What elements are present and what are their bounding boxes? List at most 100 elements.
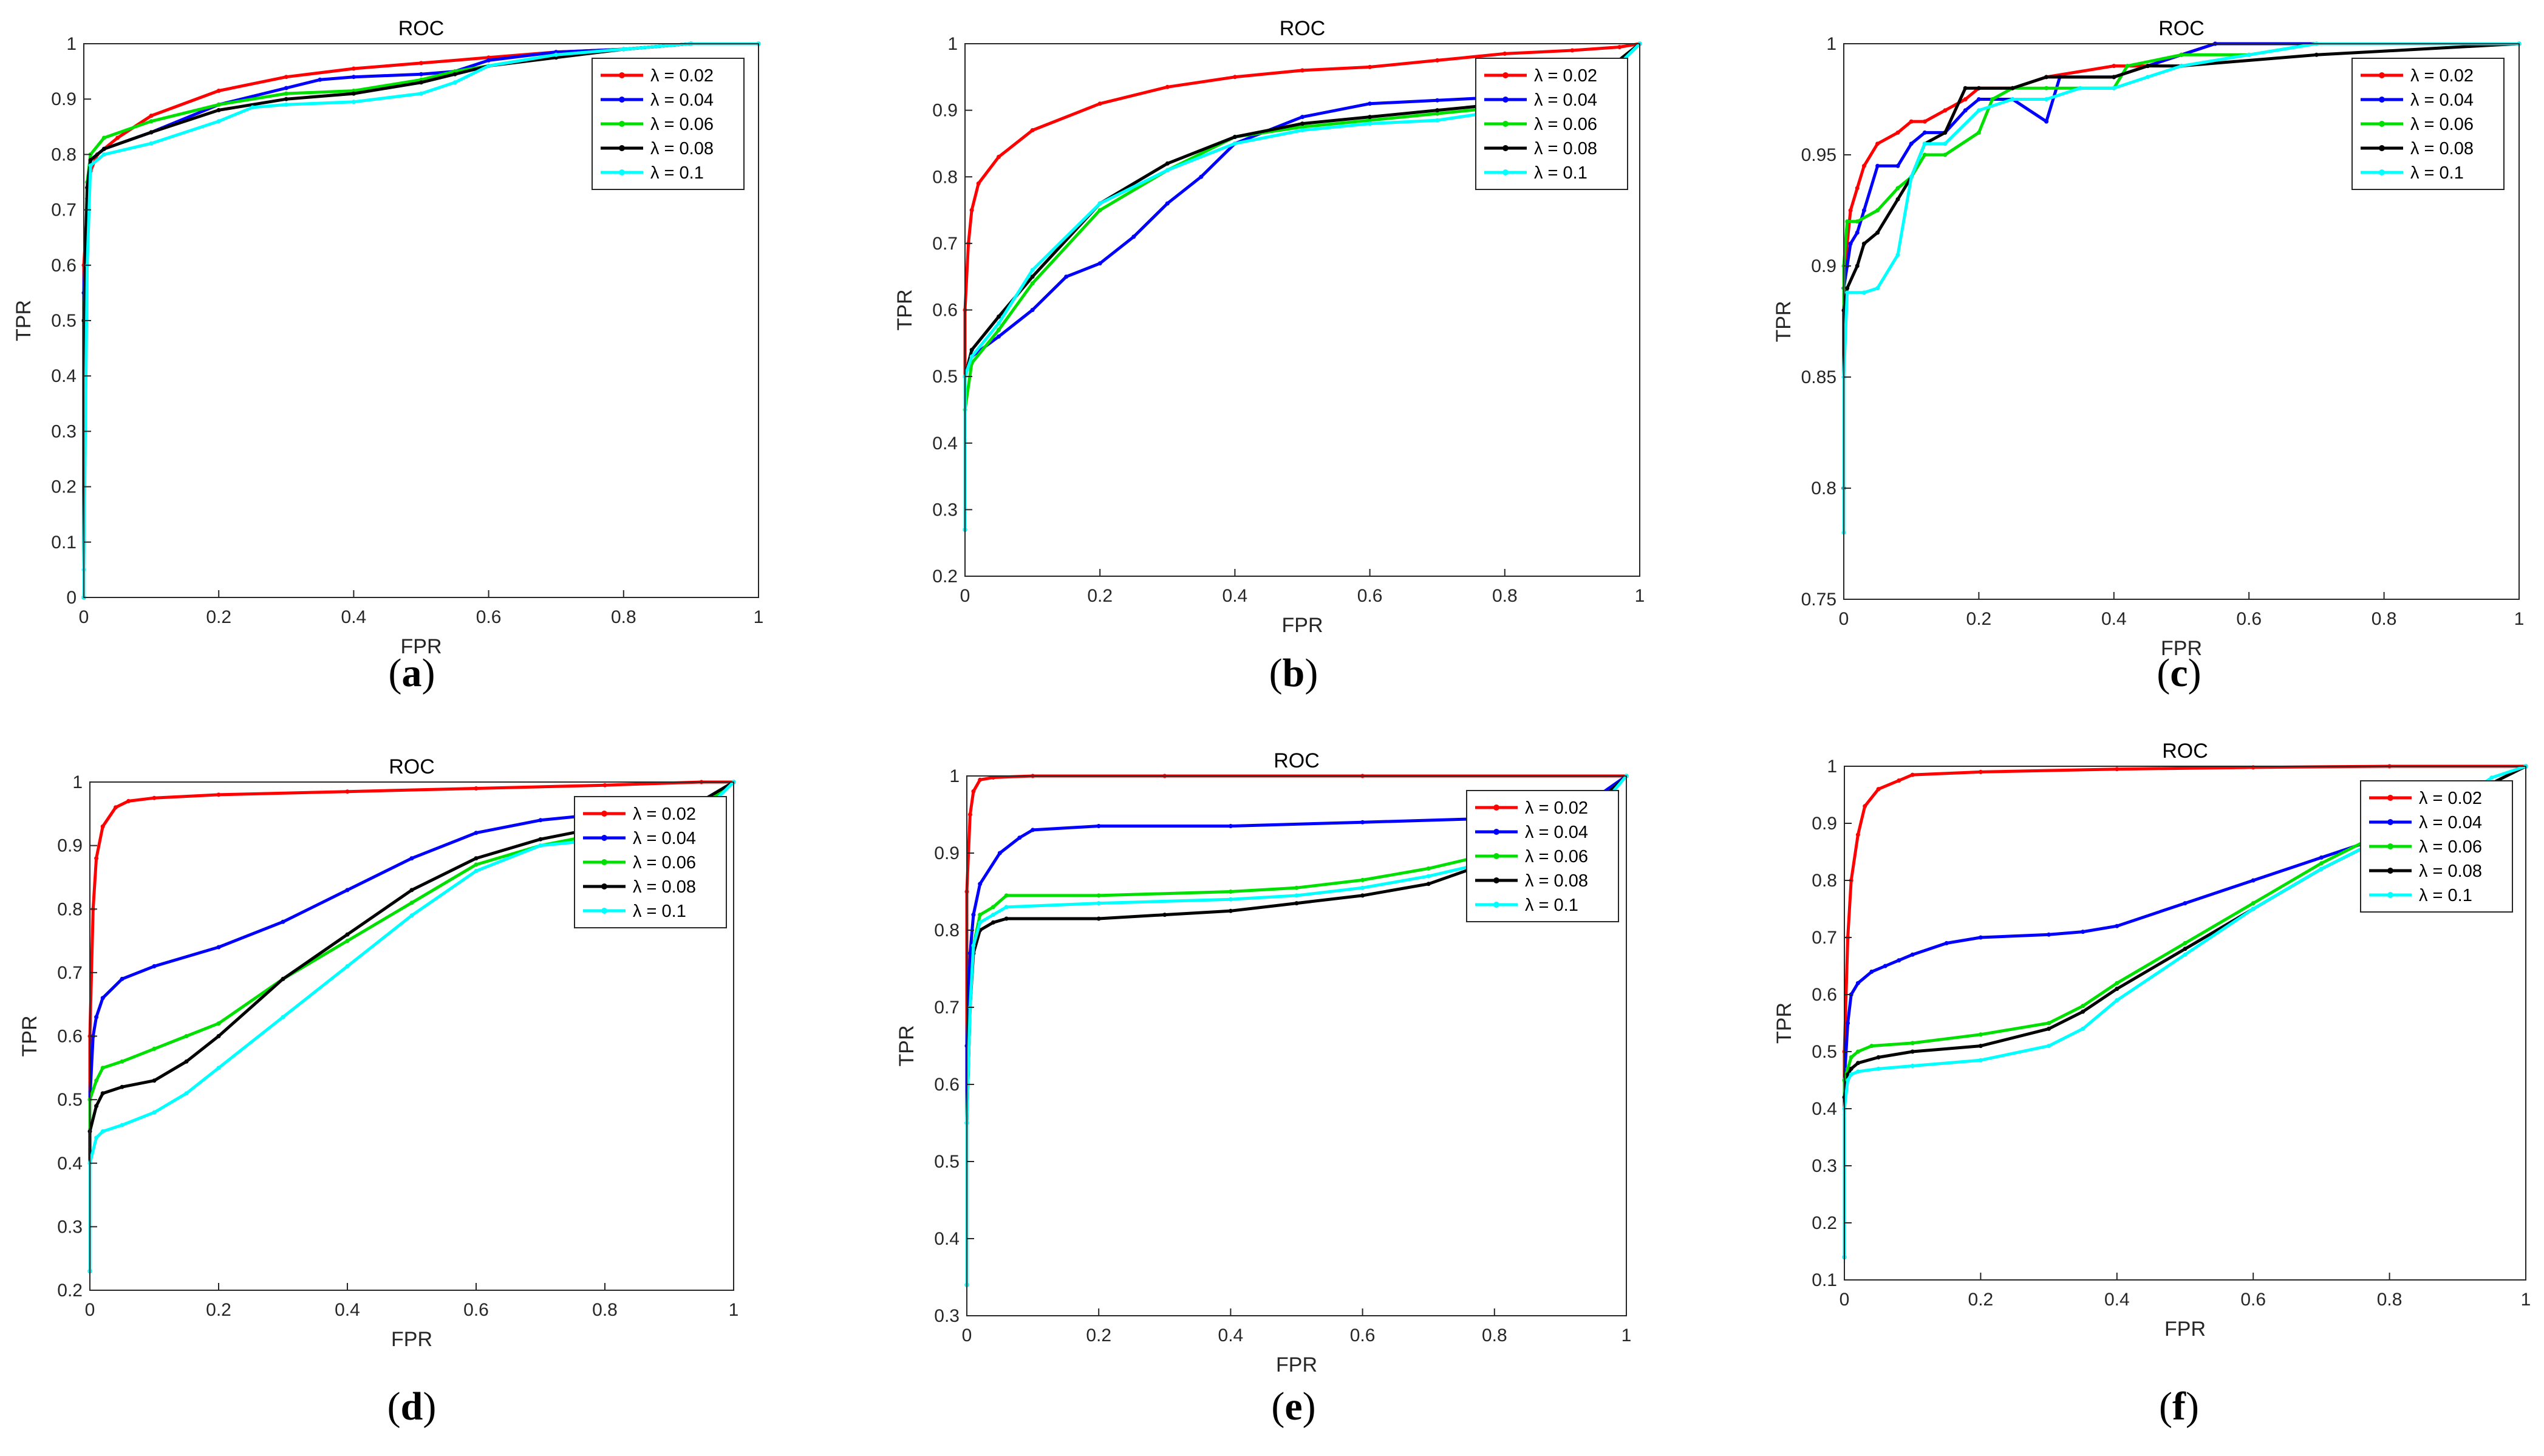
data-point: [1097, 208, 1102, 213]
data-point: [120, 1084, 124, 1089]
y-tick-label: 0.6: [932, 301, 958, 321]
data-point: [419, 91, 423, 96]
data-point: [1502, 51, 1507, 56]
data-point: [486, 64, 491, 68]
panel-caption: (e): [1271, 1384, 1315, 1429]
data-point: [1232, 75, 1237, 80]
data-point: [216, 1034, 221, 1038]
data-point: [1300, 128, 1304, 132]
data-point: [1360, 885, 1365, 890]
data-point: [2319, 866, 2324, 871]
y-tick-label: 0.3: [932, 500, 958, 520]
data-point: [419, 80, 423, 85]
x-axis-title: FPR: [1282, 614, 1323, 637]
y-tick-label: 0.4: [57, 1154, 83, 1174]
data-point: [976, 181, 981, 186]
legend-label: λ = 0.06: [2410, 115, 2474, 134]
data-point: [1300, 121, 1304, 126]
caption-letter: f: [2172, 1384, 2186, 1429]
data-point: [2251, 878, 2256, 883]
data-point: [1855, 264, 1860, 268]
legend-marker: [2379, 72, 2385, 78]
data-point: [2112, 75, 2116, 80]
data-point: [284, 91, 288, 96]
data-point: [216, 1066, 221, 1070]
data-point: [100, 824, 105, 829]
data-point: [1943, 130, 1948, 135]
x-tick-label: 0.8: [592, 1300, 618, 1320]
y-tick-label: 0.3: [51, 421, 77, 441]
panel-caption: (f): [2159, 1384, 2199, 1429]
caption-paren-open: (: [1271, 1384, 1284, 1429]
data-point: [2081, 1026, 2085, 1031]
data-point: [409, 913, 414, 918]
y-tick-label: 0.8: [934, 920, 960, 941]
chart-title: ROC: [1274, 749, 1320, 772]
x-tick-label: 1: [1635, 586, 1645, 606]
y-tick-label: 0.6: [1812, 985, 1837, 1005]
data-point: [284, 97, 288, 101]
caption-paren-open: (: [2157, 651, 2170, 695]
caption-paren-close: ): [422, 651, 435, 695]
data-point: [1426, 874, 1431, 879]
data-point: [1976, 130, 1981, 135]
data-point: [1897, 778, 1901, 783]
data-point: [538, 837, 543, 842]
data-point: [2183, 952, 2188, 957]
data-point: [100, 1091, 105, 1096]
y-tick-label: 1: [66, 34, 77, 54]
data-point: [1848, 208, 1853, 213]
data-point: [250, 105, 255, 110]
data-point: [1895, 186, 1900, 191]
data-point: [1228, 824, 1233, 828]
legend-marker: [601, 811, 607, 817]
data-point: [184, 1059, 189, 1064]
data-point: [351, 91, 356, 96]
data-point: [1017, 835, 1022, 840]
data-point: [2251, 907, 2256, 911]
series-line-1: [1843, 764, 2526, 1257]
data-point: [1895, 130, 1900, 135]
data-point: [1876, 1055, 1881, 1060]
legend-label: λ = 0.08: [1525, 871, 1588, 891]
panel-caption: (c): [2157, 651, 2201, 695]
x-axis-title: FPR: [2164, 1318, 2206, 1341]
x-tick-label: 0.6: [1350, 1325, 1376, 1345]
data-point: [1368, 101, 1373, 106]
legend: λ = 0.02 λ = 0.04 λ = 0.06 λ = 0.08 λ = 0.1: [2351, 58, 2505, 190]
data-point: [351, 75, 356, 80]
y-axis-title: TPR: [18, 1016, 41, 1057]
caption-paren-close: ): [1303, 1384, 1316, 1429]
data-point: [474, 856, 479, 861]
data-point: [100, 996, 105, 1001]
data-point: [284, 86, 288, 90]
y-tick-label: 0.2: [51, 477, 77, 497]
data-point: [2047, 1044, 2051, 1049]
x-tick-label: 0.8: [2372, 609, 2397, 629]
data-point: [1228, 897, 1233, 902]
x-tick-label: 0: [1839, 609, 1849, 629]
data-point: [1096, 893, 1101, 898]
data-point: [1875, 286, 1880, 291]
data-point: [281, 976, 285, 981]
roc-chart-b: 0 0.2 0.4 0.6 0.8 10.20.30.40.50.60.70.80.91R…: [893, 17, 1645, 695]
data-point: [1876, 1066, 1881, 1071]
data-point: [452, 72, 457, 77]
legend-label: λ = 0.08: [650, 139, 714, 158]
data-point: [1875, 230, 1880, 235]
data-point: [1360, 820, 1365, 825]
data-point: [149, 114, 154, 118]
roc-chart-d: 0 0.2 0.4 0.6 0.8 10.20.30.40.50.60.70.80.91R…: [18, 755, 738, 1429]
data-point: [113, 805, 118, 810]
data-point: [538, 843, 543, 848]
data-point: [1096, 824, 1101, 828]
y-tick-label: 0.8: [1812, 871, 1837, 891]
legend-label: λ = 0.04: [2419, 813, 2482, 832]
y-axis-title: TPR: [12, 300, 35, 341]
data-point: [1909, 175, 1914, 180]
legend-marker: [1493, 902, 1499, 908]
x-tick-label: 0.6: [476, 607, 502, 627]
x-tick-label: 0.8: [1492, 586, 1518, 606]
x-tick-label: 0: [1840, 1290, 1850, 1310]
legend-label: λ = 0.08: [633, 877, 696, 897]
